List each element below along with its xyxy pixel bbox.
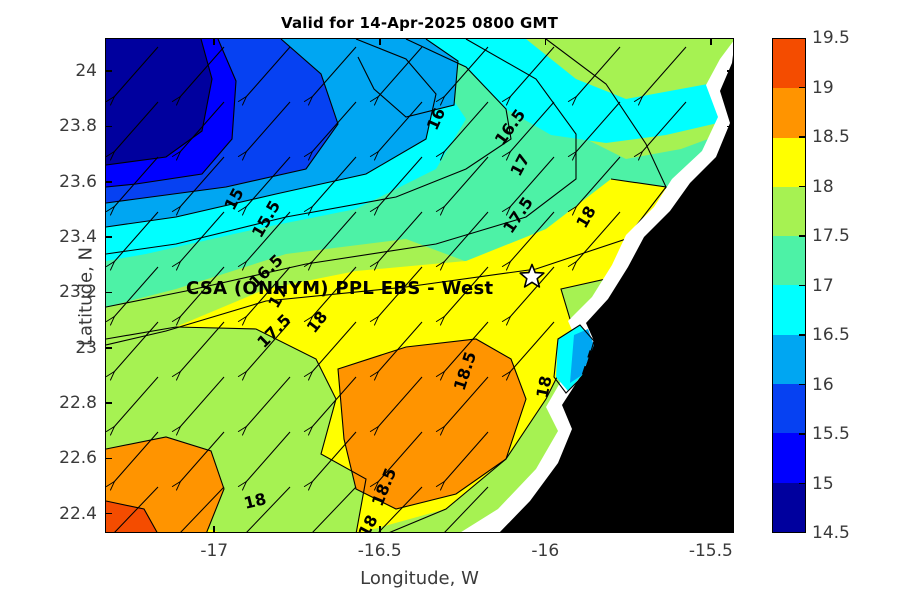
y-tick-mark — [105, 402, 112, 404]
x-tick-mark — [710, 526, 712, 533]
y-tick-mark-right — [727, 125, 734, 128]
y-tick-mark — [105, 180, 112, 183]
colorbar-tick-label: 18 — [812, 176, 834, 197]
colorbar-tick-label: 18.5 — [812, 127, 850, 147]
band-19-19_5-max — [106, 501, 157, 532]
y-tick-mark-right — [727, 70, 734, 72]
x-tick-mark — [213, 526, 216, 533]
colorbar-tick-label: 17 — [812, 275, 834, 296]
x-tick-mark — [544, 526, 547, 533]
y-tick-mark-right — [727, 512, 734, 515]
x-tick-mark-top — [213, 38, 216, 45]
colorbar-tick-label: 15.5 — [812, 424, 850, 444]
y-tick-label: 23.6 — [59, 171, 97, 192]
inlet-16-16_5 — [570, 329, 594, 383]
colorbar-tick-label: 15 — [812, 473, 834, 494]
y-tick-mark — [105, 457, 112, 460]
y-tick-label: 23.8 — [59, 116, 97, 137]
y-tick-label: 22.4 — [59, 503, 97, 524]
colorbar-band — [773, 39, 805, 89]
x-tick-label: -17 — [200, 541, 229, 561]
colorbar-tick-mark — [799, 86, 806, 89]
x-tick-mark-top — [710, 38, 712, 45]
colorbar-band — [773, 433, 805, 483]
map-plot-area: 15 15.5 16 16.5 17 17.5 16.5 17 17.5 18 18 18.5 18 17… — [105, 38, 734, 533]
colorbar-tick-label: 16 — [812, 374, 834, 395]
y-tick-label: 23.4 — [59, 227, 97, 248]
star-marker — [519, 263, 545, 288]
colorbar-band — [773, 384, 805, 434]
colorbar-band — [773, 88, 805, 138]
colorbar-tick-label: 16.5 — [812, 325, 850, 345]
y-tick-mark — [105, 236, 112, 238]
y-tick-label: 23.2 — [59, 282, 97, 303]
figure-title: Valid for 14-Apr-2025 0800 GMT — [280, 14, 559, 32]
colorbar-tick-label: 19 — [812, 77, 834, 98]
x-tick-mark — [378, 526, 381, 533]
band-16-pocket — [356, 39, 458, 117]
x-tick-mark-top — [544, 38, 547, 45]
y-tick-mark-right — [727, 180, 734, 183]
inlet-contour — [553, 324, 595, 394]
colorbar-tick-mark — [799, 284, 806, 287]
colorbar-band — [773, 285, 805, 335]
colorbar — [772, 38, 806, 533]
y-tick-mark-right — [727, 457, 734, 460]
colorbar-tick-mark — [799, 185, 806, 188]
y-tick-mark-right — [727, 291, 734, 294]
y-tick-mark — [105, 346, 112, 349]
y-tick-label: 23 — [75, 337, 97, 358]
colorbar-band — [773, 334, 805, 385]
y-tick-mark-right — [727, 402, 734, 404]
colorbar-tick-mark — [799, 235, 806, 237]
y-tick-label: 22.6 — [59, 448, 97, 469]
y-axis-label: Latitude, N — [75, 247, 97, 346]
colorbar-band — [773, 236, 805, 286]
y-tick-label: 22.8 — [59, 393, 97, 414]
colorbar-tick-mark — [799, 433, 806, 435]
colorbar-tick-label: 14.5 — [812, 523, 850, 543]
colorbar-tick-mark — [799, 482, 806, 485]
colorbar-band — [773, 186, 805, 237]
site-label: CSA (ONHYM) PPL EBS - West — [186, 278, 494, 299]
band-14_5-15 — [106, 39, 212, 165]
colorbar-band — [773, 137, 805, 187]
y-tick-mark — [105, 70, 112, 72]
x-tick-label: -15.5 — [688, 541, 733, 561]
wind-vector-arrows — [114, 46, 687, 532]
band-18_5-19 — [338, 339, 526, 509]
colorbar-tick-label: 19.5 — [812, 28, 850, 48]
x-tick-mark-top — [378, 38, 381, 45]
colorbar-tick-mark — [799, 383, 806, 386]
colorbar-tick-mark — [799, 136, 806, 138]
x-tick-label: -16.5 — [357, 541, 402, 561]
contour-field — [106, 39, 733, 532]
y-tick-mark — [105, 291, 112, 294]
landmass — [499, 55, 733, 532]
x-tick-label: -16 — [531, 541, 560, 561]
y-tick-mark-right — [727, 346, 734, 349]
y-tick-label: 24 — [75, 61, 97, 82]
y-tick-mark — [105, 125, 112, 128]
y-tick-mark-right — [727, 236, 734, 238]
y-tick-mark — [105, 512, 112, 515]
x-axis-label: Longitude, W — [360, 568, 479, 589]
colorbar-tick-mark — [799, 334, 806, 336]
colorbar-band — [773, 482, 805, 532]
colorbar-tick-label: 17.5 — [812, 226, 850, 246]
